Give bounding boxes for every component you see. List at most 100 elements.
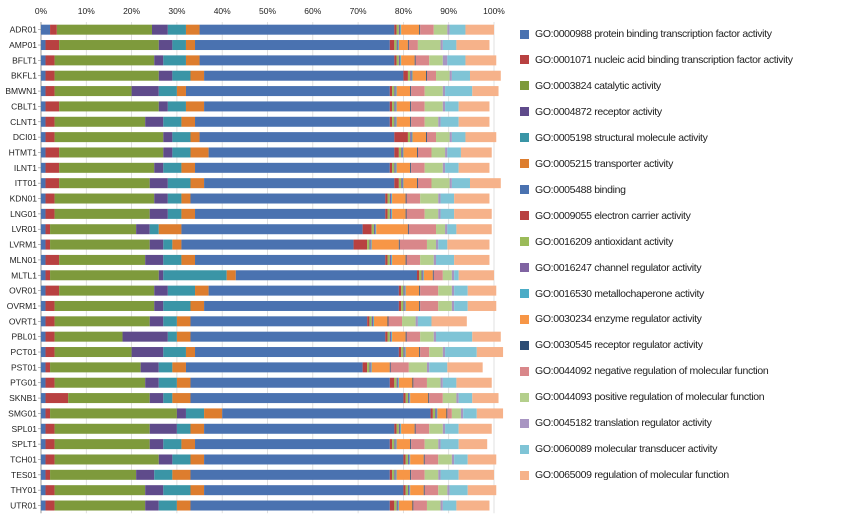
bar-segment (362, 224, 372, 235)
bar-segment (371, 316, 374, 327)
bar-segment (163, 147, 173, 158)
bar-segment (154, 469, 173, 480)
bar-segment (45, 55, 55, 66)
legend-label: GO:0044093 positive regulation of molecu… (535, 391, 765, 404)
bar-segment (190, 178, 205, 189)
legend-label: GO:0030234 enzyme regulator activity (535, 313, 702, 326)
bar-segment (371, 239, 399, 250)
bar-segment (389, 86, 393, 97)
bar-segment (454, 254, 490, 265)
bar-segment (367, 239, 370, 250)
legend-item: GO:0030545 receptor regulator activity (520, 338, 703, 352)
bar-segment (467, 485, 497, 496)
bar-segment (45, 270, 51, 281)
bar-segment (54, 347, 132, 358)
bar-segment (389, 101, 393, 112)
bar-segment (204, 178, 395, 189)
bar-segment (447, 408, 452, 419)
bar-segment (389, 500, 395, 511)
bar-segment (431, 178, 450, 189)
bar-segment (45, 300, 55, 311)
bar-segment (131, 86, 159, 97)
bar-segment (420, 347, 430, 358)
bar-segment (401, 178, 403, 189)
bar-segment (395, 439, 397, 450)
bar-segment (394, 116, 396, 127)
bar-segment (420, 285, 439, 296)
bar-segment (411, 70, 413, 81)
bar-segment (421, 270, 423, 281)
bar-segment (204, 454, 404, 465)
bar-segment (395, 116, 397, 127)
bar-segment (392, 208, 406, 219)
bar-segment (401, 55, 415, 66)
bar-segment (41, 116, 46, 127)
bar-segment (50, 469, 137, 480)
bar-segment (469, 178, 501, 189)
bar-segment (429, 55, 443, 66)
bar-segment (442, 377, 457, 388)
bar-segment (426, 362, 430, 373)
bar-segment (195, 208, 386, 219)
y-category-label: KDN01 (10, 194, 38, 204)
legend-label: GO:0016530 metallochaperone activity (535, 287, 704, 300)
bar-segment (373, 316, 374, 327)
bar-segment (190, 393, 404, 404)
x-tick-label: 30% (168, 6, 185, 16)
bar-segment (195, 285, 209, 296)
bar-segment (149, 423, 177, 434)
bar-segment (417, 178, 432, 189)
bar-segment (405, 300, 420, 311)
bar-segment (420, 24, 434, 35)
bar-segment (41, 162, 46, 173)
bar-segment (376, 224, 408, 235)
bar-segment (149, 439, 164, 450)
bar-segment (415, 55, 430, 66)
bar-segment (185, 362, 363, 373)
bar-segment (154, 55, 164, 66)
bar-segment (163, 439, 182, 450)
bar-segment (447, 24, 450, 35)
bar-segment (424, 469, 439, 480)
legend-swatch (520, 237, 529, 247)
bar-segment (395, 86, 397, 97)
bar-segment (460, 147, 492, 158)
bar-segment (440, 377, 443, 388)
bar-segment (438, 300, 452, 311)
x-tick-label: 40% (214, 6, 231, 16)
bar-segment (417, 316, 432, 327)
bar-segment (45, 70, 55, 81)
bar-segment (389, 377, 395, 388)
bar-segment (438, 454, 452, 465)
bar-segment (396, 423, 399, 434)
bar-segment (389, 439, 393, 450)
bar-segment (437, 408, 447, 419)
bar-segment (54, 70, 159, 81)
bar-segment (426, 500, 441, 511)
y-category-label: BKFL1 (11, 71, 37, 81)
bar-segment (50, 24, 57, 35)
bar-segment (68, 393, 150, 404)
bar-segment (426, 70, 437, 81)
bar-segment (389, 116, 393, 127)
bar-segment (389, 208, 392, 219)
bar-segment (419, 347, 421, 358)
bar-segment (149, 239, 164, 250)
bar-segment (394, 439, 396, 450)
bar-segment (396, 469, 411, 480)
bar-segment (45, 454, 55, 465)
bar-segment (451, 132, 466, 143)
bar-segment (208, 285, 399, 296)
bar-segment (54, 86, 132, 97)
bar-segment (458, 116, 490, 127)
bar-segment (407, 40, 409, 51)
legend-swatch (520, 81, 529, 91)
bar-segment (401, 285, 404, 296)
legend-swatch (520, 263, 529, 273)
y-category-label: ADR01 (10, 25, 38, 35)
bar-segment (408, 224, 437, 235)
bar-segment (190, 485, 205, 496)
bar-segment (45, 101, 60, 112)
bar-segment (45, 254, 60, 265)
bar-segment (398, 423, 401, 434)
